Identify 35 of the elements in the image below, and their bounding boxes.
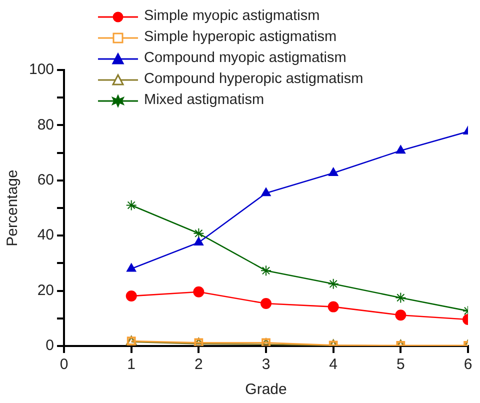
y-tick-label: 20 xyxy=(37,282,54,299)
x-tick-label: 4 xyxy=(329,356,338,374)
x-tick-label: 6 xyxy=(464,356,472,374)
point xyxy=(328,301,339,312)
point xyxy=(395,310,406,321)
x-axis-title: Grade xyxy=(245,381,287,398)
x-tick-label: 0 xyxy=(60,356,68,374)
point xyxy=(260,265,272,276)
y-tick-label: 80 xyxy=(37,116,54,134)
x-tick-label: 2 xyxy=(194,356,203,374)
y-tick-label: 40 xyxy=(37,226,54,244)
point xyxy=(126,290,137,302)
legend-label: Mixed astigmatism xyxy=(144,91,264,110)
point xyxy=(260,298,272,309)
x-tick-label: 1 xyxy=(127,356,136,374)
point xyxy=(193,228,204,239)
point xyxy=(126,263,136,272)
point xyxy=(126,200,137,211)
point xyxy=(194,237,204,246)
legend-label: Compound myopic astigmatism xyxy=(144,49,346,68)
point xyxy=(193,286,204,298)
point xyxy=(395,292,406,304)
point xyxy=(328,278,339,290)
y-axis-title: Percentage xyxy=(4,170,22,246)
y-tick-label: 60 xyxy=(37,172,54,189)
point xyxy=(328,167,338,176)
x-tick-label: 3 xyxy=(262,356,270,374)
legend-label: Simple myopic astigmatism xyxy=(144,7,320,26)
legend-label: Simple hyperopic astigmatism xyxy=(144,28,337,47)
y-tick-label: 0 xyxy=(46,337,54,354)
legend-label: Compound hyperopic astigmatism xyxy=(144,70,364,89)
x-tick-label: 5 xyxy=(396,356,405,374)
point xyxy=(261,188,271,196)
y-tick-label: 100 xyxy=(28,61,54,78)
point xyxy=(396,145,406,154)
